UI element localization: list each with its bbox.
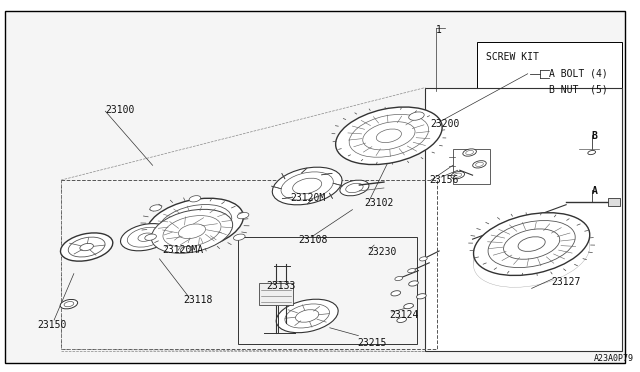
Text: 23230: 23230 xyxy=(367,247,397,257)
Ellipse shape xyxy=(180,247,192,253)
Ellipse shape xyxy=(68,237,105,257)
Bar xyxy=(259,283,293,305)
Text: 23100: 23100 xyxy=(106,105,134,115)
Ellipse shape xyxy=(127,227,164,247)
Ellipse shape xyxy=(138,233,154,241)
Ellipse shape xyxy=(451,171,465,179)
Ellipse shape xyxy=(189,196,201,202)
Ellipse shape xyxy=(404,304,413,309)
Bar xyxy=(426,87,622,352)
Ellipse shape xyxy=(409,112,424,120)
Text: 1: 1 xyxy=(436,25,442,35)
Text: 23124: 23124 xyxy=(389,310,419,320)
Text: 23150: 23150 xyxy=(37,320,67,330)
Ellipse shape xyxy=(349,114,429,157)
Ellipse shape xyxy=(147,198,243,251)
Bar xyxy=(477,42,622,99)
Text: 23127: 23127 xyxy=(551,276,580,286)
Text: 23200: 23200 xyxy=(430,119,460,129)
Ellipse shape xyxy=(397,317,406,323)
Ellipse shape xyxy=(60,299,77,309)
Text: 23133: 23133 xyxy=(266,280,295,291)
Text: SCREW KIT: SCREW KIT xyxy=(486,52,540,62)
Ellipse shape xyxy=(409,281,419,286)
Text: A BOLT (4): A BOLT (4) xyxy=(549,69,608,79)
Text: B NUT  (5): B NUT (5) xyxy=(549,84,608,94)
Ellipse shape xyxy=(150,205,161,211)
Text: 23108: 23108 xyxy=(298,235,328,245)
Ellipse shape xyxy=(292,178,322,194)
Ellipse shape xyxy=(80,243,93,251)
Bar xyxy=(61,180,437,349)
Ellipse shape xyxy=(466,150,474,155)
Ellipse shape xyxy=(276,299,338,333)
Text: 23120M: 23120M xyxy=(291,193,326,203)
Bar xyxy=(453,148,490,184)
Ellipse shape xyxy=(285,304,330,328)
Ellipse shape xyxy=(474,225,589,287)
Ellipse shape xyxy=(363,122,415,150)
Ellipse shape xyxy=(281,172,333,200)
Ellipse shape xyxy=(474,216,589,278)
Ellipse shape xyxy=(518,237,545,251)
Ellipse shape xyxy=(474,213,589,276)
Ellipse shape xyxy=(234,234,245,240)
Text: 23118: 23118 xyxy=(183,295,212,305)
Ellipse shape xyxy=(182,218,207,231)
Bar xyxy=(238,237,417,343)
Ellipse shape xyxy=(588,150,596,155)
Ellipse shape xyxy=(120,224,171,251)
Text: B: B xyxy=(592,131,598,141)
Ellipse shape xyxy=(473,161,486,168)
Text: 23102: 23102 xyxy=(364,198,394,208)
Ellipse shape xyxy=(376,129,401,142)
Text: 23156: 23156 xyxy=(429,175,459,185)
Ellipse shape xyxy=(346,183,363,193)
Ellipse shape xyxy=(454,173,461,177)
Text: A23A0P79: A23A0P79 xyxy=(594,355,634,363)
Ellipse shape xyxy=(391,291,401,296)
Ellipse shape xyxy=(237,212,249,219)
Ellipse shape xyxy=(296,310,319,322)
Ellipse shape xyxy=(488,221,575,267)
Ellipse shape xyxy=(463,149,476,156)
Ellipse shape xyxy=(145,234,156,240)
Ellipse shape xyxy=(395,276,403,280)
Text: 23215: 23215 xyxy=(357,338,387,347)
Ellipse shape xyxy=(61,233,113,261)
Ellipse shape xyxy=(272,167,342,205)
Ellipse shape xyxy=(474,222,589,284)
Ellipse shape xyxy=(504,229,560,259)
Ellipse shape xyxy=(417,294,426,299)
Ellipse shape xyxy=(163,216,221,247)
Ellipse shape xyxy=(151,209,233,253)
Ellipse shape xyxy=(474,213,589,276)
Text: A: A xyxy=(592,186,598,196)
Ellipse shape xyxy=(408,269,415,273)
Ellipse shape xyxy=(335,107,442,164)
Ellipse shape xyxy=(64,302,74,307)
Ellipse shape xyxy=(476,162,483,166)
Ellipse shape xyxy=(179,224,205,238)
Ellipse shape xyxy=(340,180,369,196)
Bar xyxy=(609,198,620,206)
Text: 23120MA: 23120MA xyxy=(163,245,204,255)
Ellipse shape xyxy=(170,211,220,238)
Ellipse shape xyxy=(419,257,428,261)
Ellipse shape xyxy=(474,219,589,281)
Ellipse shape xyxy=(158,205,232,244)
